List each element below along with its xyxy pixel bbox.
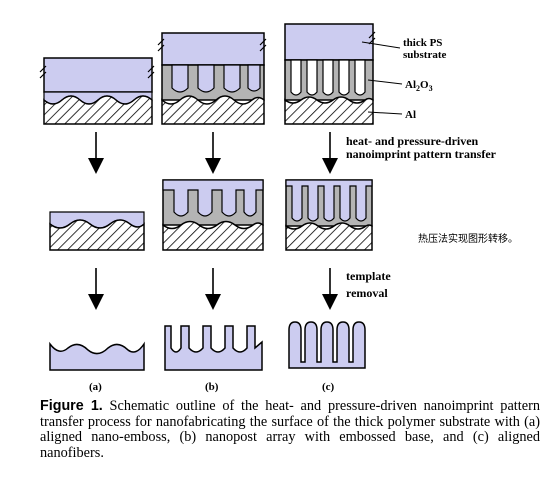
al-base-a xyxy=(43,95,153,125)
ps-posts-b xyxy=(171,64,261,93)
al-imprinted-c xyxy=(285,222,373,251)
label-substrate: substrate xyxy=(403,49,447,61)
label-al: Al xyxy=(405,109,416,121)
label-step1-line1: heat- and pressure-driven xyxy=(346,134,479,148)
break-mark-a-right xyxy=(147,65,155,79)
caption-text: Schematic outline of the heat- and press… xyxy=(40,398,540,461)
al-imprinted-b xyxy=(162,220,264,251)
pores-c xyxy=(290,59,366,96)
leader-al xyxy=(367,111,403,115)
leader-ps xyxy=(361,41,401,49)
label-col-a: (a) xyxy=(89,381,102,393)
process-schematic: thick PS substrate Al2O3 Al heat- and pr… xyxy=(39,23,497,393)
label-step1-line2: nanoimprint pattern transfer xyxy=(346,147,497,161)
label-al2o3: Al2O3 xyxy=(405,79,433,93)
label-col-c: (c) xyxy=(322,381,335,393)
column-c-imprinted xyxy=(285,179,373,251)
label-step2-line2: removal xyxy=(346,286,388,300)
column-b-imprinted xyxy=(162,179,264,251)
leader-al2o3 xyxy=(367,79,403,85)
label-step2-line1: template xyxy=(346,269,391,283)
product-c-nanofibers xyxy=(288,321,366,369)
al-base-b xyxy=(161,95,265,125)
ps-substrate-b xyxy=(161,32,265,66)
product-b-nanopost-array xyxy=(164,325,263,371)
al-imprinted-a xyxy=(49,219,145,251)
column-a-imprinted xyxy=(49,211,145,251)
ps-substrate-a xyxy=(43,57,153,93)
break-mark-b-left xyxy=(157,38,165,52)
ps-imprinted-b xyxy=(162,179,264,217)
column-c-template-stack xyxy=(284,23,376,125)
column-b-template-stack xyxy=(157,32,267,125)
ps-substrate-c xyxy=(284,23,374,61)
label-thick-ps: thick PS xyxy=(403,37,442,49)
al-base-c xyxy=(284,96,374,125)
label-col-b: (b) xyxy=(205,381,219,393)
figure-label: Figure 1. xyxy=(40,398,103,414)
column-a-template-stack xyxy=(39,57,155,125)
break-mark-a-left xyxy=(39,65,47,79)
break-mark-b-right xyxy=(259,38,267,52)
figure-caption: Figure 1. Schematic outline of the heat-… xyxy=(40,398,540,461)
product-a-nano-emboss xyxy=(49,341,145,371)
fibers-imprinted-c xyxy=(285,179,373,222)
side-annotation: 热压法实现图形转移。 xyxy=(418,234,518,245)
